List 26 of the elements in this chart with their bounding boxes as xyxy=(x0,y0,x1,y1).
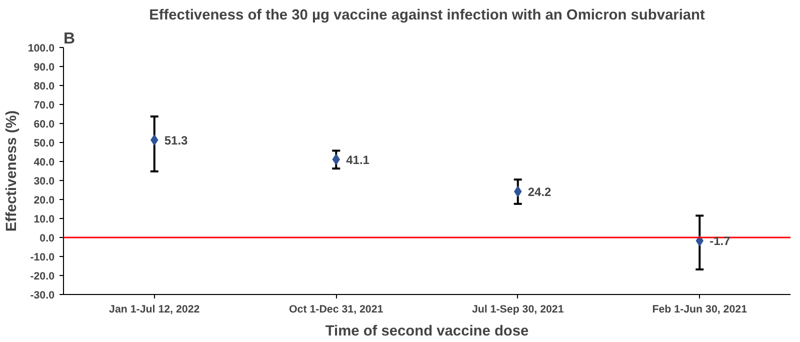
data-label: 24.2 xyxy=(528,185,552,200)
data-label: 51.3 xyxy=(164,134,188,148)
y-tick-label: 10.0 xyxy=(34,214,55,226)
y-tick-label: 70.0 xyxy=(34,100,55,112)
y-tick-label: 80.0 xyxy=(34,80,55,92)
y-tick-label: 40.0 xyxy=(34,156,55,168)
y-axis-title: Effectiveness (%) xyxy=(4,110,20,232)
x-tick-label: Jul 1-Sep 30, 2021 xyxy=(472,304,564,316)
data-label: 41.1 xyxy=(346,152,370,167)
x-axis-title: Time of second vaccine dose xyxy=(325,324,529,340)
y-tick-label: 50.0 xyxy=(34,138,55,150)
y-tick-label: 100.0 xyxy=(28,42,55,54)
y-tick-label: 0.0 xyxy=(40,232,55,244)
y-tick-label: -30.0 xyxy=(30,290,55,302)
data-label: -1.7 xyxy=(710,234,731,248)
x-tick-label: Oct 1-Dec 31, 2021 xyxy=(289,304,384,316)
chart-title: Effectiveness of the 30 µg vaccine against infection with an Omicron subvariant xyxy=(149,8,705,24)
x-tick-label: Feb 1-Jun 30, 2021 xyxy=(652,304,748,316)
y-tick-label: -10.0 xyxy=(30,252,55,264)
y-tick-label: 60.0 xyxy=(34,118,55,130)
x-tick-label: Jan 1-Jul 12, 2022 xyxy=(109,304,200,316)
y-tick-label: -20.0 xyxy=(30,270,55,282)
y-tick-label: 30.0 xyxy=(34,176,55,188)
y-tick-label: 90.0 xyxy=(34,62,55,74)
y-tick-label: 20.0 xyxy=(34,194,55,206)
annotation: B xyxy=(64,30,76,48)
